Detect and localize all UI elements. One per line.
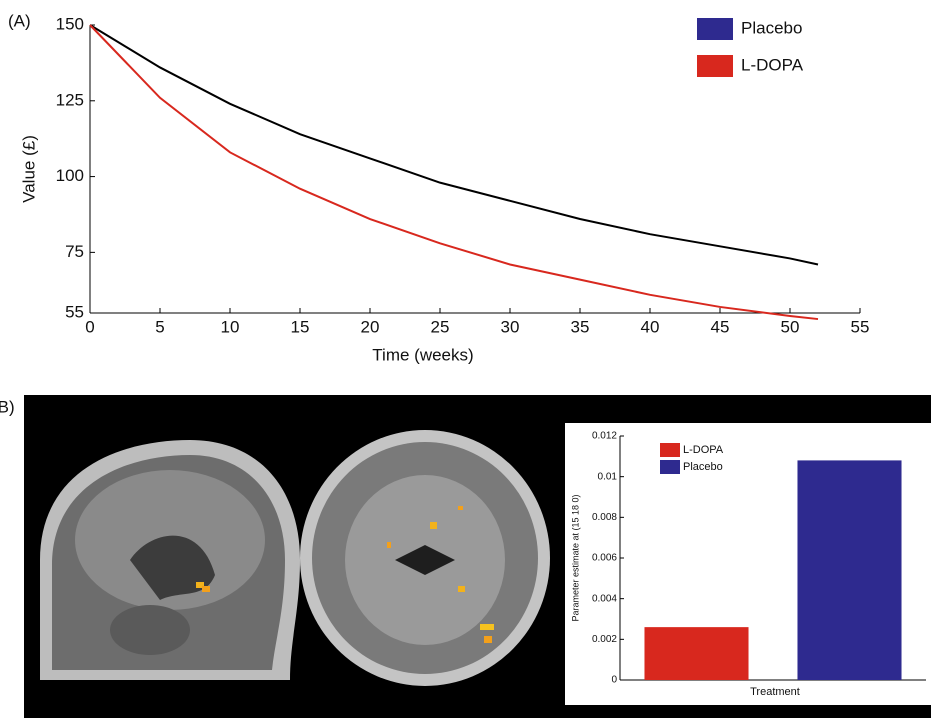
x-axis-label: Time (weeks): [372, 345, 473, 364]
x-axis-label: Treatment: [750, 686, 800, 698]
x-tick-label: 5: [155, 317, 164, 336]
x-tick-label: 15: [291, 317, 310, 336]
sagittal-brain: [40, 440, 300, 680]
panel-label: (A): [8, 11, 31, 30]
panel-label: (B): [0, 397, 15, 416]
figure: (A) Time (weeks) Value (£) (B) Treatment…: [0, 0, 931, 718]
y-tick-label: 0.002: [592, 634, 617, 645]
y-tick-label: 125: [56, 90, 84, 109]
y-tick-label: 100: [56, 166, 84, 185]
x-tick-label: 50: [781, 317, 800, 336]
x-tick-label: 35: [571, 317, 590, 336]
legend-swatch: [697, 18, 733, 40]
x-tick-label: 0: [85, 317, 94, 336]
y-tick-label: 0: [611, 675, 617, 686]
legend-label: L-DOPA: [741, 55, 804, 74]
bar: [797, 460, 901, 680]
legend-swatch: [660, 443, 680, 457]
x-tick-label: 55: [851, 317, 870, 336]
y-tick-label: 0.008: [592, 512, 617, 523]
y-tick-label: 0.01: [598, 471, 618, 482]
legend-label: Placebo: [741, 18, 802, 37]
legend-swatch: [660, 460, 680, 474]
x-tick-label: 25: [431, 317, 450, 336]
y-tick-label: 0.004: [592, 593, 617, 604]
x-tick-label: 30: [501, 317, 520, 336]
legend-label: Placebo: [683, 461, 723, 473]
x-tick-label: 40: [641, 317, 660, 336]
legend-label: L-DOPA: [683, 444, 724, 456]
axial-brain: [300, 430, 550, 686]
bar: [644, 627, 748, 680]
y-axis-label: Value (£): [19, 135, 38, 203]
y-tick-label: 75: [65, 242, 84, 261]
x-tick-label: 20: [361, 317, 380, 336]
x-tick-label: 10: [221, 317, 240, 336]
y-tick-label: 0.012: [592, 431, 617, 442]
y-tick-label: 55: [65, 302, 84, 321]
y-axis-label: Parameter estimate at (15 18 0): [570, 494, 580, 621]
y-tick-label: 150: [56, 14, 84, 33]
x-tick-label: 45: [711, 317, 730, 336]
y-tick-label: 0.006: [592, 553, 617, 564]
legend-swatch: [697, 55, 733, 77]
